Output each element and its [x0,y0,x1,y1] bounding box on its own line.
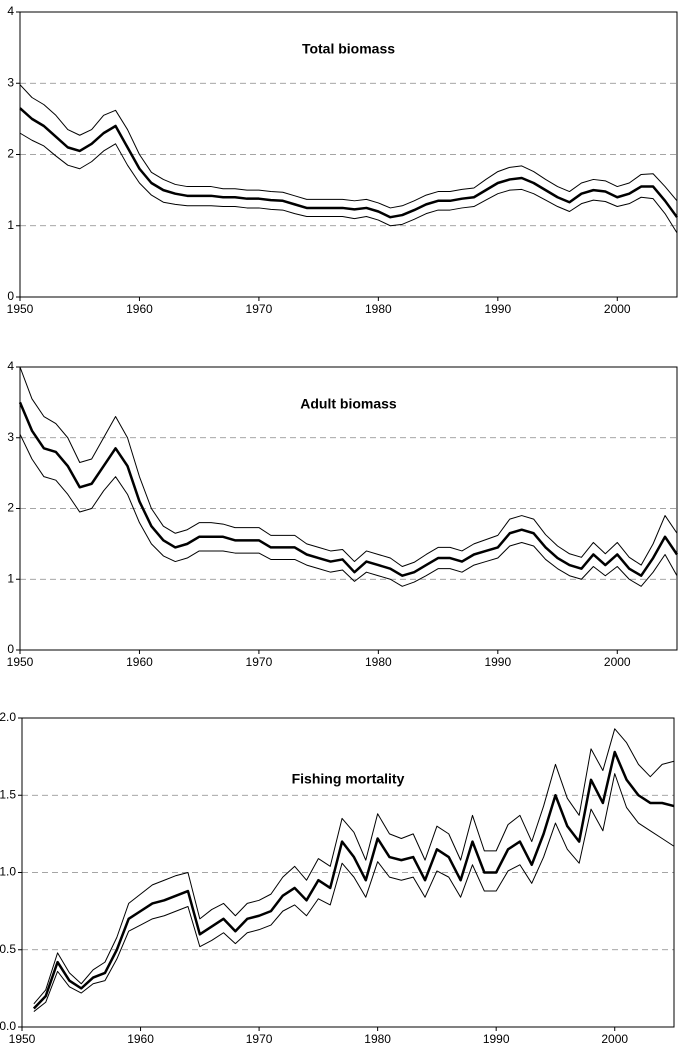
series-line [19,366,678,568]
x-tick-label: 1990 [484,655,511,669]
chart-title: Total biomass [302,41,395,57]
series-line [19,107,679,219]
x-tick-label: 1960 [127,1032,154,1043]
y-tick-label: 4 [7,4,14,18]
series-line [32,750,675,1010]
y-tick-label: 4 [7,359,14,373]
chart-title: Adult biomass [300,396,397,412]
series-line [33,728,675,1005]
series-line [19,84,678,209]
y-tick-label: 1.5 [0,787,16,801]
series-line [18,401,679,577]
x-tick-label: 1950 [7,302,34,316]
x-tick-label: 1970 [246,655,273,669]
y-tick-label: 1 [7,218,14,232]
series-line [33,773,675,1012]
y-tick-label: 1 [7,571,14,585]
y-tick-label: 2 [7,147,14,161]
y-tick-label: 1.0 [0,865,16,879]
x-tick-label: 1980 [364,1032,391,1043]
y-tick-label: 2 [7,501,14,515]
x-tick-label: 1970 [246,302,273,316]
x-tick-label: 1970 [246,1032,273,1043]
plot-frame [19,366,678,651]
y-tick-label: 3 [7,75,14,89]
plot-frame [21,717,675,1028]
y-tick-label: 0 [7,289,14,303]
x-tick-label: 2000 [604,655,631,669]
y-tick-label: 0.0 [0,1019,16,1033]
x-tick-label: 1980 [365,302,392,316]
series-line [19,132,678,234]
x-tick-label: 1990 [483,1032,510,1043]
series-line [19,433,678,587]
plot-frame [19,11,678,298]
y-tick-label: 0.5 [0,942,16,956]
chart-title: Fishing mortality [292,771,405,787]
x-tick-label: 2000 [601,1032,628,1043]
y-tick-label: 2.0 [0,710,16,724]
y-tick-label: 0 [7,642,14,656]
x-tick-label: 1980 [365,655,392,669]
x-tick-label: 2000 [604,302,631,316]
x-tick-label: 1960 [126,655,153,669]
x-tick-label: 1960 [126,302,153,316]
x-tick-label: 1990 [484,302,511,316]
y-tick-label: 3 [7,430,14,444]
x-tick-label: 1950 [7,655,34,669]
x-tick-label: 1950 [9,1032,36,1043]
